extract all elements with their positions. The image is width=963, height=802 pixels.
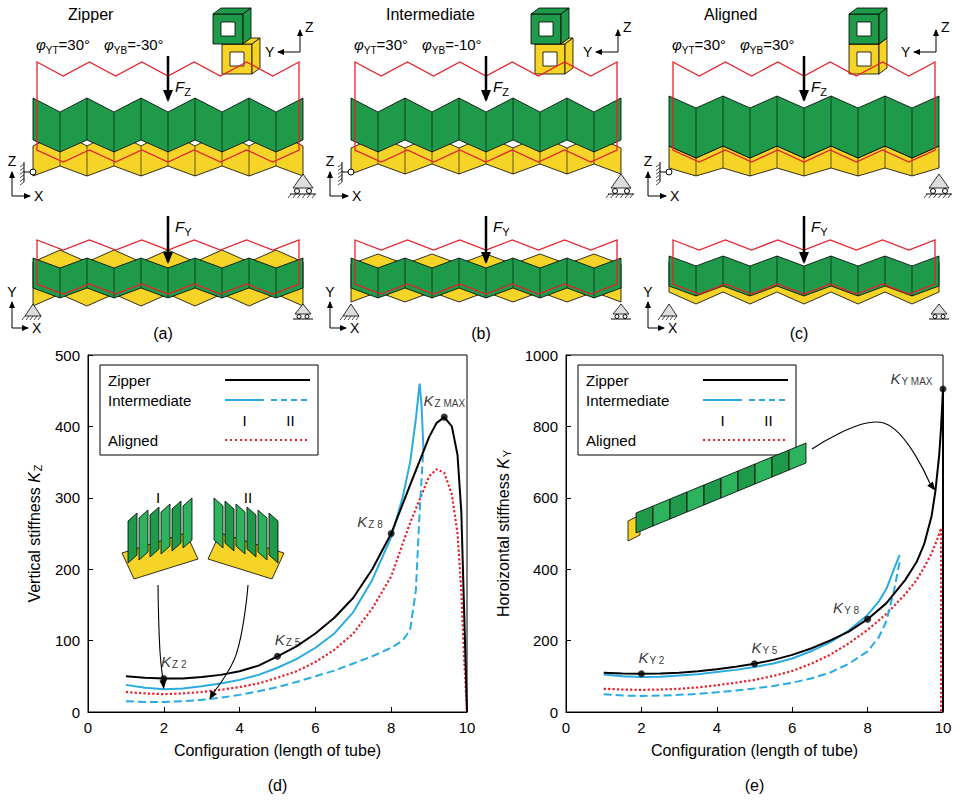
svg-text:Z 8: Z 8 [368, 519, 383, 530]
svg-text:300: 300 [55, 489, 80, 506]
svg-text:200: 200 [55, 561, 80, 578]
svg-text:0: 0 [84, 719, 92, 736]
svg-text:(d): (d) [268, 777, 288, 794]
svg-text:K: K [638, 649, 649, 666]
svg-text:6: 6 [788, 719, 796, 736]
svg-text:FZ: FZ [811, 78, 827, 98]
svg-text:400: 400 [533, 561, 558, 578]
svg-text:Zipper: Zipper [68, 6, 114, 23]
svg-text:2: 2 [160, 719, 168, 736]
svg-text:8: 8 [863, 719, 871, 736]
svg-text:10: 10 [935, 719, 952, 736]
svg-text:(b): (b) [471, 325, 491, 342]
svg-text:Y: Y [583, 44, 593, 60]
svg-text:φYT=30°φYB=-30°: φYT=30°φYB=-30° [36, 36, 164, 56]
svg-text:K: K [161, 653, 172, 670]
svg-text:Z: Z [305, 19, 314, 35]
svg-text:400: 400 [55, 418, 80, 435]
svg-text:(e): (e) [745, 777, 765, 794]
svg-text:FZ: FZ [175, 78, 191, 98]
svg-text:(c): (c) [790, 325, 809, 342]
svg-text:X: X [32, 320, 42, 336]
svg-text:φYT=30°φYB=-10°: φYT=30°φYB=-10° [354, 36, 482, 56]
svg-text:Y: Y [265, 44, 275, 60]
svg-text:K: K [357, 513, 368, 530]
svg-text:Y 2: Y 2 [649, 655, 664, 666]
svg-text:I: I [720, 412, 724, 429]
svg-text:Z: Z [326, 153, 335, 169]
svg-text:Aligned: Aligned [704, 6, 757, 23]
svg-text:II: II [244, 489, 252, 506]
svg-text:200: 200 [533, 632, 558, 649]
svg-text:Y: Y [901, 44, 911, 60]
svg-text:800: 800 [533, 418, 558, 435]
svg-text:Intermediate: Intermediate [386, 6, 475, 23]
svg-text:Y 8: Y 8 [844, 605, 859, 616]
svg-text:Z: Z [8, 153, 17, 169]
svg-text:Y: Y [7, 284, 17, 300]
svg-text:8: 8 [387, 719, 395, 736]
svg-text:4: 4 [713, 719, 721, 736]
svg-text:X: X [34, 188, 44, 204]
svg-text:K: K [833, 599, 844, 616]
svg-text:I: I [156, 489, 160, 506]
svg-text:Z 2: Z 2 [172, 659, 187, 670]
svg-text:10: 10 [459, 719, 476, 736]
svg-text:FY: FY [811, 218, 828, 238]
svg-text:FY: FY [493, 218, 510, 238]
svg-text:0: 0 [550, 704, 558, 721]
svg-text:X: X [668, 320, 678, 336]
svg-text:K: K [751, 639, 762, 656]
svg-text:X: X [670, 188, 680, 204]
svg-text:500: 500 [55, 347, 80, 364]
svg-text:Intermediate: Intermediate [586, 392, 669, 409]
svg-text:Y: Y [643, 284, 653, 300]
svg-text:Z 5: Z 5 [286, 637, 301, 648]
svg-text:Z: Z [644, 153, 653, 169]
svg-text:Z: Z [32, 464, 44, 471]
svg-text:K: K [26, 471, 43, 483]
svg-text:Y: Y [325, 284, 335, 300]
svg-text:II: II [286, 412, 294, 429]
svg-text:K: K [890, 370, 901, 387]
svg-text:Y 5: Y 5 [763, 645, 778, 656]
svg-text:6: 6 [311, 719, 319, 736]
svg-text:I: I [242, 412, 246, 429]
svg-text:1000: 1000 [525, 347, 558, 364]
svg-text:Zipper: Zipper [108, 372, 151, 389]
svg-text:Zipper: Zipper [586, 372, 629, 389]
svg-text:Vertical stiffness: Vertical stiffness [26, 483, 43, 603]
svg-text:Aligned: Aligned [586, 432, 636, 449]
svg-text:0: 0 [562, 719, 570, 736]
svg-text:4: 4 [235, 719, 243, 736]
svg-text:X: X [350, 320, 360, 336]
svg-text:Horoizontal stiffness: Horoizontal stiffness [495, 469, 512, 617]
svg-text:(a): (a) [153, 325, 173, 342]
svg-text:Z: Z [941, 19, 950, 35]
svg-text:K: K [495, 457, 512, 469]
svg-text:K: K [423, 392, 434, 409]
svg-text:K: K [275, 631, 286, 648]
svg-text:600: 600 [533, 489, 558, 506]
svg-text:φYT=30°φYB=30°: φYT=30°φYB=30° [672, 36, 795, 56]
svg-text:Configuration (length of tube): Configuration (length of tube) [174, 742, 381, 759]
svg-text:2: 2 [637, 719, 645, 736]
svg-text:Y MAX: Y MAX [902, 376, 933, 387]
svg-text:Intermediate: Intermediate [108, 392, 191, 409]
svg-text:FZ: FZ [493, 78, 509, 98]
svg-text:100: 100 [55, 632, 80, 649]
svg-text:Z: Z [623, 19, 632, 35]
svg-text:0: 0 [72, 704, 80, 721]
svg-text:Aligned: Aligned [108, 432, 158, 449]
svg-text:X: X [352, 188, 362, 204]
svg-text:Z MAX: Z MAX [434, 398, 465, 409]
svg-text:Configuration (length of tube): Configuration (length of tube) [651, 742, 858, 759]
svg-text:II: II [764, 412, 772, 429]
svg-text:FY: FY [175, 218, 192, 238]
svg-text:Y: Y [501, 449, 513, 457]
